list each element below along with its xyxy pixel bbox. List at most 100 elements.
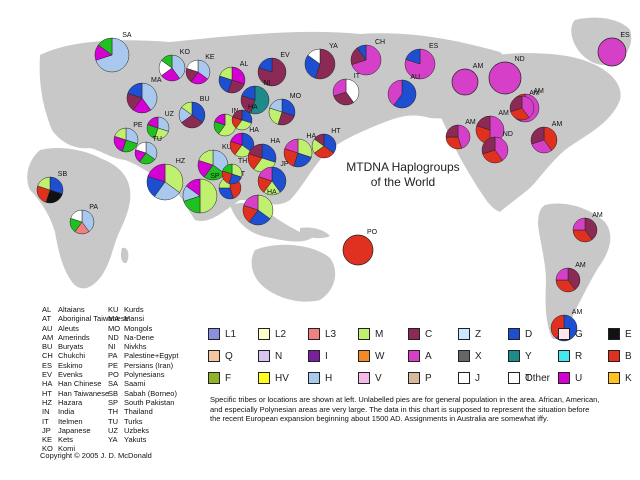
legend-item: I bbox=[308, 350, 328, 362]
pie-label: IT bbox=[354, 73, 361, 80]
abbreviation-code: AM bbox=[42, 332, 54, 342]
pie: AL bbox=[218, 61, 249, 94]
pie-slice bbox=[185, 178, 201, 197]
pie: CH bbox=[350, 39, 385, 76]
abbreviation-row: TU Turks bbox=[108, 417, 178, 426]
pie: AM bbox=[572, 212, 603, 243]
legend-label: X bbox=[475, 350, 482, 362]
pie-slice bbox=[49, 176, 64, 195]
legend-label: L3 bbox=[325, 328, 337, 340]
abbreviation-code: ND bbox=[108, 332, 119, 342]
abbreviation-code: CH bbox=[42, 351, 53, 361]
pie-slice bbox=[171, 54, 186, 79]
legend-label: I bbox=[325, 350, 328, 362]
abbreviation-row: UZ Uzbeks bbox=[108, 426, 178, 435]
legend-swatch bbox=[458, 372, 470, 384]
legend-label: K bbox=[625, 372, 632, 384]
legend-swatch bbox=[408, 372, 420, 384]
pie-slice bbox=[127, 82, 143, 99]
abbreviation-row: SB Sabah (Borneo) bbox=[108, 389, 178, 398]
pie-label: MA bbox=[151, 77, 162, 84]
pie-label: AL bbox=[240, 61, 249, 68]
abbreviation-name: Turks bbox=[124, 416, 143, 426]
abbreviation-name: Itelmen bbox=[58, 416, 83, 426]
legend-label: W bbox=[375, 350, 385, 362]
pie-slice bbox=[147, 163, 166, 183]
abbreviation-code: MO bbox=[108, 323, 121, 333]
legend-swatch bbox=[558, 372, 570, 384]
pie-slice bbox=[218, 113, 237, 137]
pie-label: EV bbox=[280, 52, 290, 59]
pie-slice bbox=[147, 116, 159, 129]
legend-item: Other bbox=[508, 372, 550, 384]
legend-label: Q bbox=[225, 350, 233, 362]
land-japan bbox=[327, 110, 336, 135]
abbreviation-name: Mongols bbox=[124, 323, 153, 333]
abbreviation-code: UZ bbox=[108, 425, 118, 435]
abbreviation-name: Amerinds bbox=[58, 332, 90, 342]
legend-label: P bbox=[425, 372, 432, 384]
pie: SA bbox=[94, 32, 132, 73]
pie: NI bbox=[240, 80, 270, 115]
pie: ES bbox=[404, 43, 439, 80]
legend-swatch bbox=[558, 328, 570, 340]
pie-slice bbox=[323, 133, 337, 154]
abbreviation-name: Polynesians bbox=[124, 370, 165, 380]
legend-item: P bbox=[408, 372, 432, 384]
legend-swatch bbox=[408, 328, 420, 340]
pie-slice bbox=[476, 115, 491, 131]
pie: YA bbox=[304, 43, 338, 80]
pie-label: HA bbox=[248, 104, 258, 111]
pie-slice bbox=[230, 132, 243, 146]
pie-slice bbox=[181, 101, 193, 116]
pie-label: KO bbox=[180, 49, 191, 56]
pie-slice bbox=[186, 59, 199, 73]
pie-slice bbox=[161, 54, 173, 69]
abbreviation-code: YA bbox=[108, 435, 118, 445]
pie: IN bbox=[213, 108, 239, 137]
legend-item: R bbox=[558, 350, 582, 362]
pie-slice bbox=[356, 44, 367, 61]
legend-swatch bbox=[308, 328, 320, 340]
legend-swatch bbox=[508, 328, 520, 340]
pie-slice bbox=[81, 209, 95, 233]
legend-swatch bbox=[208, 372, 220, 384]
abbreviation-code: AT bbox=[42, 314, 52, 324]
abbreviation-code: BU bbox=[42, 342, 53, 352]
chart-note: Specific tribes or locations are shown a… bbox=[210, 395, 600, 423]
pie-slice bbox=[572, 229, 593, 243]
abbreviation-name: Kets bbox=[58, 435, 74, 445]
abbreviation-row: NI Nivkhs bbox=[108, 342, 178, 351]
legend-swatch bbox=[458, 328, 470, 340]
legend-label: Z bbox=[475, 328, 482, 340]
title-line-2: of the World bbox=[370, 175, 436, 189]
legend-item: L3 bbox=[308, 328, 336, 340]
pie-label: KU bbox=[222, 144, 232, 151]
abbreviation-name: Han Chinese bbox=[58, 379, 102, 389]
abbreviation-row: PO Polynesians bbox=[108, 370, 178, 379]
pie: ND bbox=[488, 56, 525, 95]
pie-label: HZ bbox=[176, 158, 186, 165]
pie-slice bbox=[269, 98, 283, 113]
abbreviation-row: MO Mongols bbox=[108, 324, 178, 333]
pie: AM bbox=[530, 121, 562, 154]
pie-slice bbox=[543, 126, 558, 151]
pie: HZ bbox=[146, 158, 186, 201]
abbreviation-row: AM Amerinds bbox=[42, 333, 129, 342]
pie-slice bbox=[95, 37, 130, 73]
legend-item: D bbox=[508, 328, 532, 340]
pie: AM bbox=[451, 63, 483, 96]
abbreviation-code: ES bbox=[42, 360, 53, 370]
abbreviation-code: AL bbox=[42, 305, 52, 314]
abbreviation-row: CH Chukchi bbox=[42, 351, 129, 360]
abbreviation-code: HZ bbox=[42, 397, 52, 407]
abbreviation-code: HT bbox=[42, 388, 52, 398]
legend-swatch bbox=[608, 328, 620, 340]
pie-slice bbox=[97, 37, 113, 56]
legend-item: M bbox=[358, 328, 383, 340]
pie-slice bbox=[248, 143, 263, 159]
pie: HA bbox=[229, 127, 259, 158]
copyright: Copyright © 2005 J. D. McDonald bbox=[40, 451, 152, 460]
pie: HA bbox=[242, 189, 277, 226]
abbreviation-row: HA Han Chinese bbox=[42, 379, 129, 388]
